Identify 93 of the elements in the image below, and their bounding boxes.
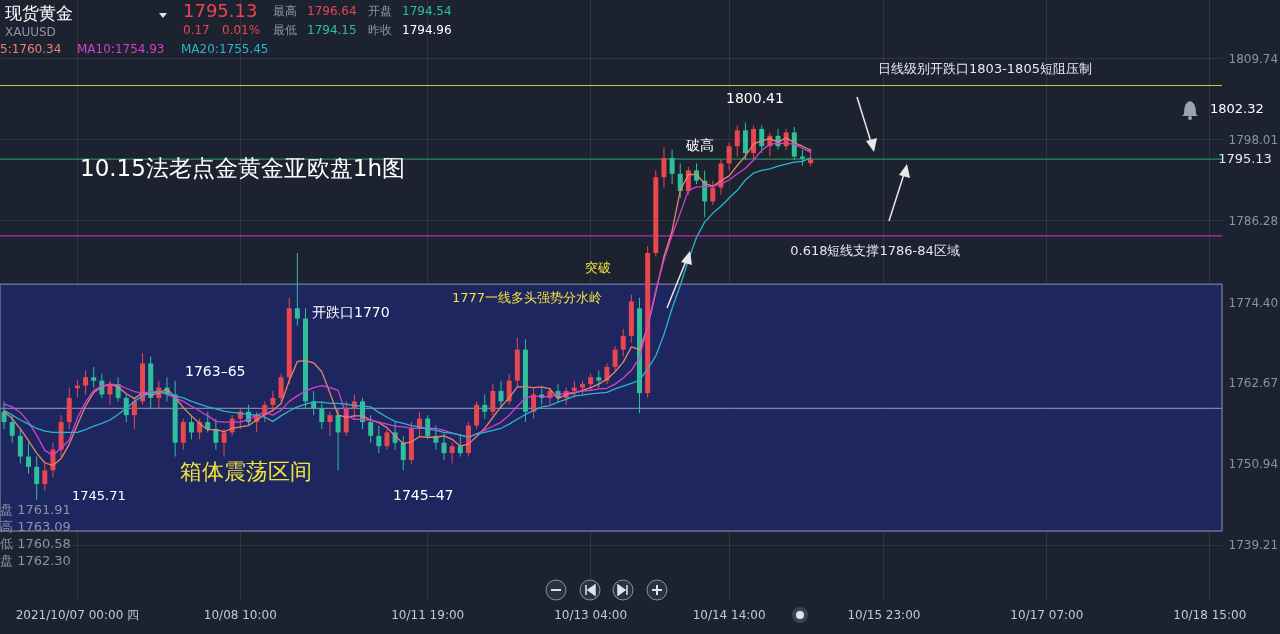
candlestick: [742, 122, 748, 161]
x-tick-label: 10/14 14:00: [692, 607, 766, 622]
ref-line-label: 1795.13: [1218, 151, 1272, 167]
candlestick: [205, 411, 211, 433]
y-tick-label: 1762.67: [1228, 376, 1279, 391]
candlestick: [474, 400, 480, 430]
candlestick: [441, 431, 447, 461]
x-tick-label: 10/18 15:00: [1173, 607, 1247, 622]
candlestick: [384, 428, 390, 451]
text: MA10:1754.93: [77, 42, 165, 57]
annotation: 1763–65: [185, 363, 246, 379]
annotation: 低 1760.58: [0, 536, 71, 551]
x-tick-label: 10/17 07:00: [1010, 607, 1084, 622]
candlestick: [376, 425, 382, 454]
y-tick-label: 1786.28: [1228, 213, 1279, 228]
candlestick: [327, 411, 333, 437]
y-tick-label: 1774.40: [1228, 295, 1279, 310]
annotation: 昨收: [368, 23, 392, 37]
candlestick: [694, 162, 700, 185]
annotation: 1795.13: [183, 0, 258, 21]
candlestick: [91, 366, 97, 389]
candlestick: [123, 393, 129, 423]
candlestick: [319, 400, 325, 430]
annotation: 10.15法老点金黄金亚欧盘1h图: [80, 155, 406, 181]
candlestick: [482, 393, 488, 420]
candlestick: [34, 456, 40, 501]
annotation: 突破: [585, 260, 611, 275]
candlestick: [425, 414, 431, 440]
candlestick: [294, 252, 300, 327]
candlestick: [188, 414, 194, 440]
candlestick: [734, 125, 740, 158]
annotation: 最低: [273, 23, 297, 37]
candlestick: [759, 125, 765, 154]
annotation: 0.17: [183, 23, 210, 37]
candlestick: [131, 397, 137, 430]
annotation: 最高: [273, 4, 297, 18]
candlestick: [9, 414, 15, 444]
text: 5:1760.34: [0, 42, 62, 57]
candlestick: [221, 428, 227, 458]
text: XAUUSD: [5, 25, 56, 40]
annotation: 1794.15: [307, 23, 357, 37]
candlestick: [661, 147, 667, 189]
candlestick: [213, 418, 219, 451]
candlestick: [449, 442, 455, 464]
band-label: 箱体震荡区间: [180, 459, 312, 484]
annotation: 开盘: [368, 4, 392, 18]
candlestick: [620, 328, 626, 358]
candlestick: [278, 373, 284, 402]
candlestick: [677, 162, 683, 199]
annotation: 1800.41: [726, 90, 784, 106]
annotation: 高 1763.09: [0, 519, 71, 534]
candlestick: [726, 142, 732, 171]
candlestick: [26, 442, 32, 475]
annotation: 1745–47: [393, 487, 454, 503]
annotation: 1794.54: [402, 4, 452, 18]
x-tick-label: 10/15 23:00: [847, 607, 921, 622]
candlestick: [604, 362, 610, 385]
x-tick-label: 10/13 04:00: [554, 607, 628, 622]
y-tick-label: 1750.94: [1228, 457, 1279, 472]
annotation: 盘 1762.30: [0, 553, 71, 568]
candlestick: [400, 435, 406, 471]
x-tick-label: 10/11 19:00: [391, 607, 465, 622]
ref-line-label: 0.618短线支撑1786-84区域: [790, 242, 960, 258]
x-tick-label: 10/08 10:00: [203, 607, 277, 622]
candlestick: [490, 383, 496, 416]
candlestick: [335, 407, 341, 471]
annotation: 1802.32: [1210, 101, 1264, 116]
annotation: 1796.64: [307, 4, 357, 18]
chart-title: 现货黄金: [5, 3, 73, 24]
annotation: 盘 1761.91: [0, 502, 71, 517]
x-tick-label: 2021/10/07 00:00 四: [15, 607, 140, 622]
candlestick: [270, 390, 276, 413]
ref-line-label: 日线级别开跌口1803-1805短阻压制: [878, 60, 1092, 76]
candlestick: [669, 149, 675, 185]
annotation: 开跌口1770: [312, 304, 390, 320]
y-tick-label: 1798.01: [1228, 132, 1279, 147]
candlestick: [17, 428, 23, 464]
y-tick-label: 1809.74: [1228, 51, 1279, 66]
candlestick: [612, 345, 618, 371]
annotation: 1745.71: [72, 488, 126, 503]
candlestick: [368, 414, 374, 444]
y-tick-label: 1739.21: [1228, 538, 1279, 553]
annotation: 破高: [685, 137, 714, 153]
candlestick: [457, 435, 463, 458]
candlestick: [710, 180, 716, 206]
candlestick: [42, 462, 48, 492]
candlestick: [180, 418, 186, 451]
candlestick: [83, 369, 89, 395]
annotation: 1794.96: [402, 23, 452, 37]
text: MA20:1755.45: [181, 42, 269, 57]
annotation: 1777一线多头强势分水岭: [452, 290, 603, 305]
candlestick: [498, 380, 504, 409]
annotation: 0.01%: [222, 23, 261, 37]
